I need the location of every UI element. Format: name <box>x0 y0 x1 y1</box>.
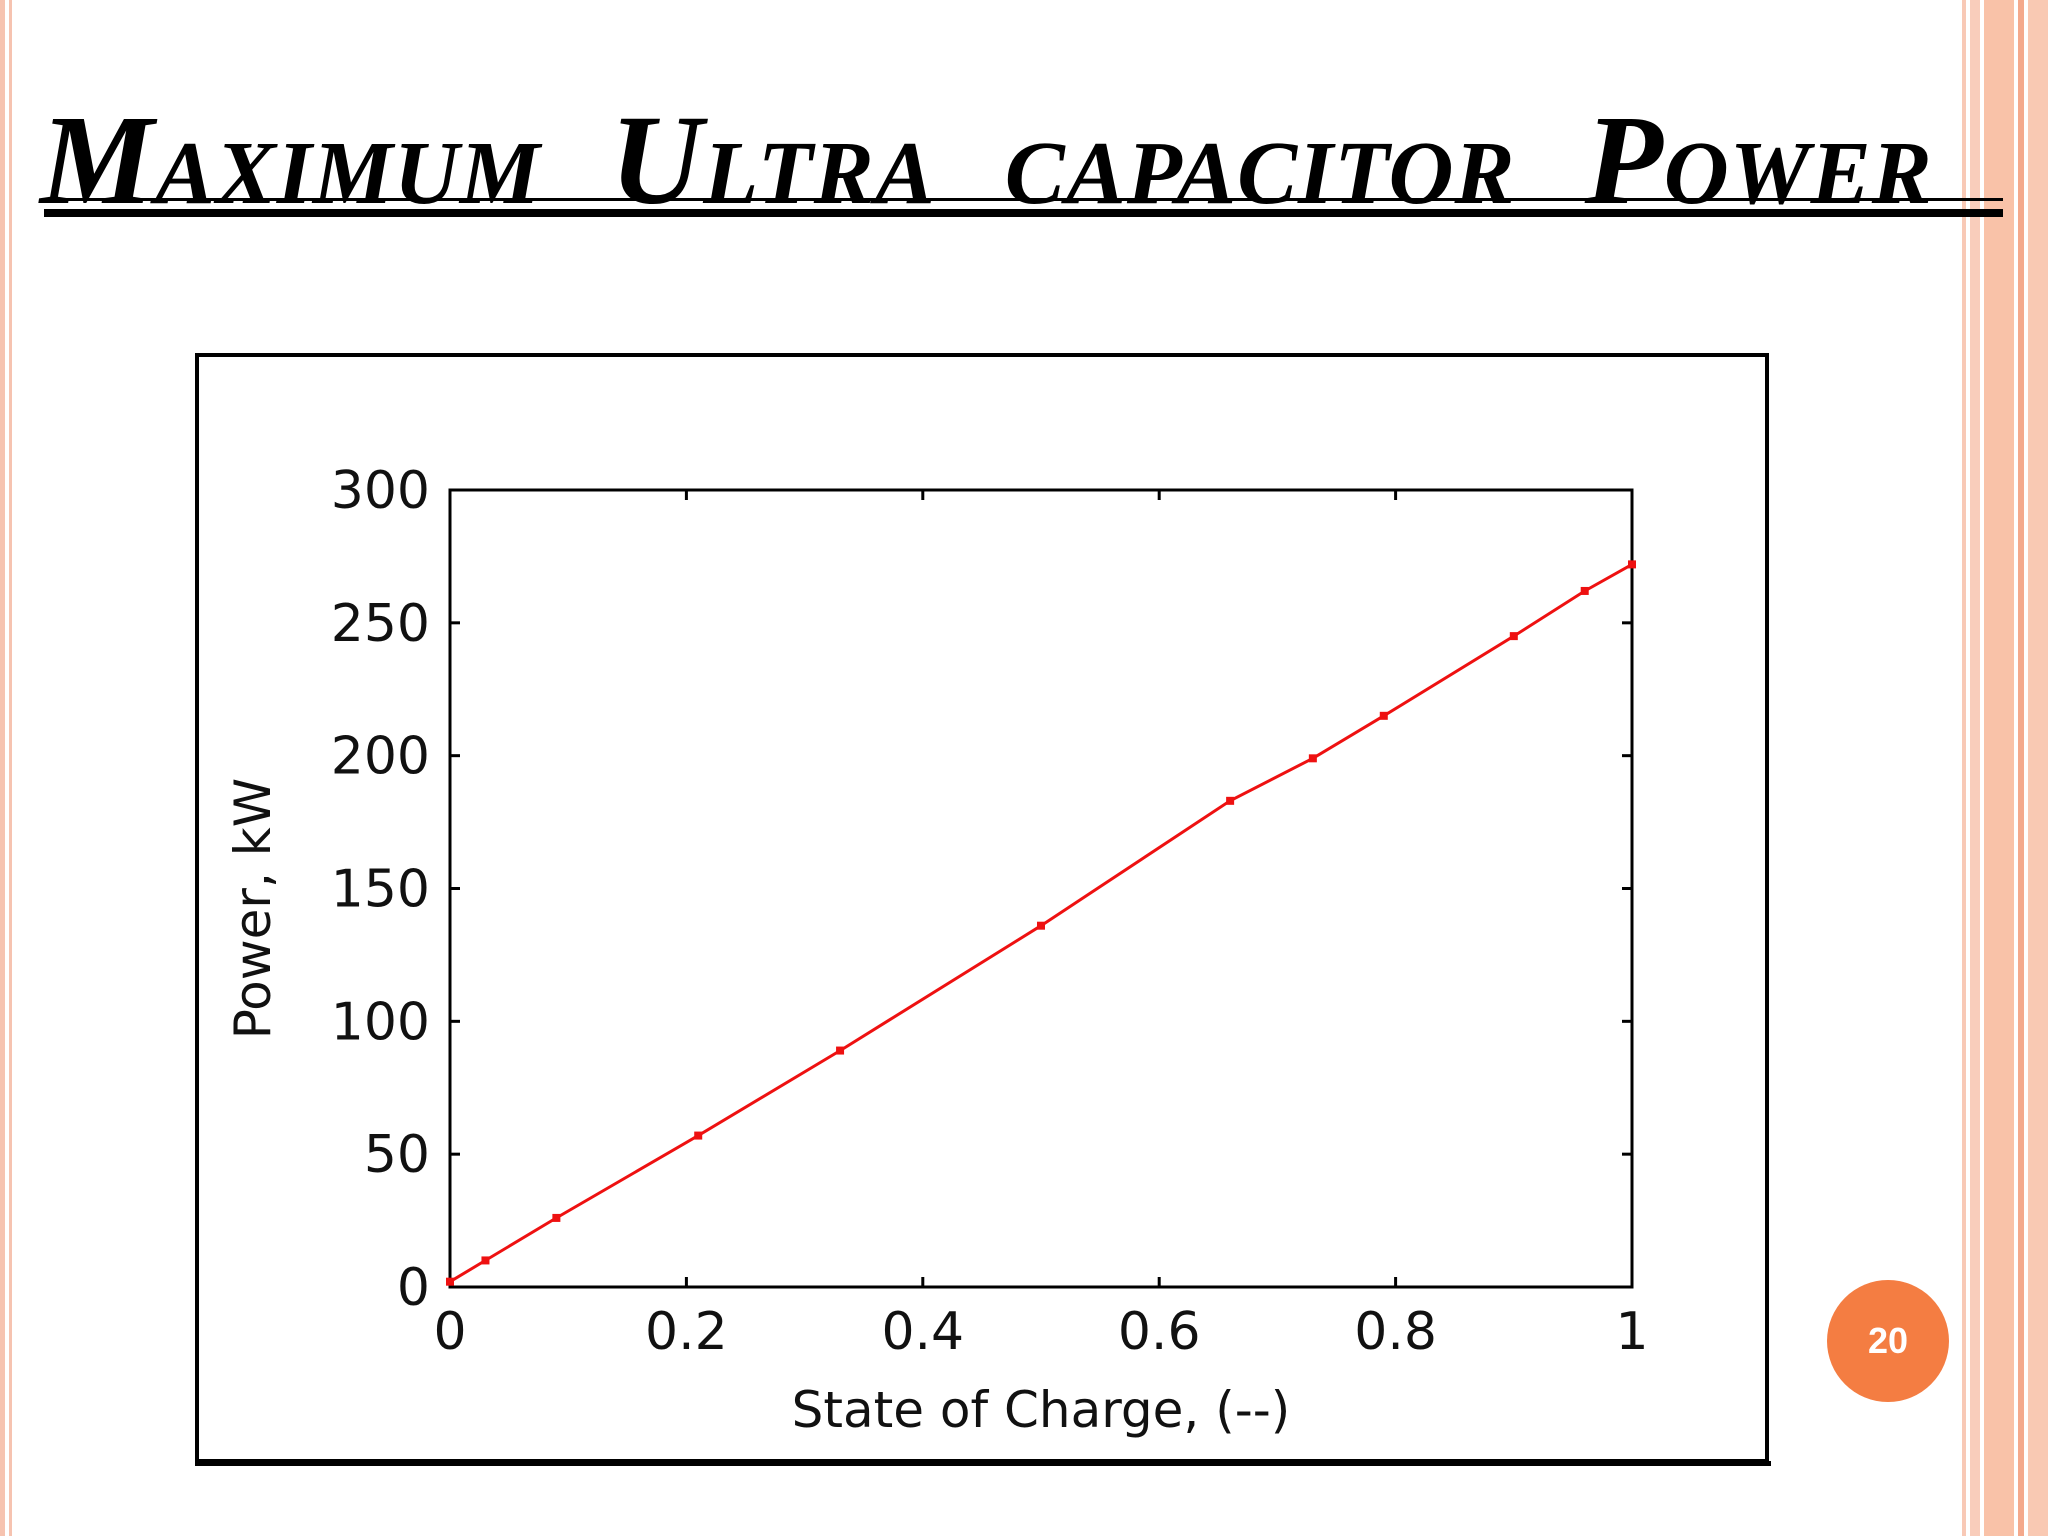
data-point <box>694 1131 703 1140</box>
data-point <box>1226 796 1235 805</box>
y-tick-label: 300 <box>331 461 430 521</box>
y-tick-label: 50 <box>364 1125 430 1185</box>
frame-stripe-right <box>2018 0 2024 1536</box>
data-point <box>1379 711 1388 720</box>
y-tick-label: 200 <box>331 727 430 787</box>
data-point <box>836 1046 845 1055</box>
frame-stripe-right <box>1970 0 1980 1536</box>
x-axis-label: State of Charge, (--) <box>792 1381 1291 1439</box>
y-tick-label: 150 <box>331 860 430 920</box>
data-point <box>1308 754 1317 763</box>
x-tick-label: 0 <box>433 1302 466 1362</box>
x-tick-label: 1 <box>1615 1302 1648 1362</box>
data-point <box>1509 632 1518 641</box>
series-line <box>449 563 1633 1283</box>
y-tick-label: 250 <box>331 594 430 654</box>
plot-area <box>448 488 1634 1289</box>
y-tick-label: 0 <box>397 1258 430 1318</box>
y-tick-label: 100 <box>331 992 430 1052</box>
y-axis: 0 50 100 150 200 250 300 <box>331 461 1632 1318</box>
data-point <box>481 1256 490 1265</box>
page-number-badge: 20 <box>1827 1280 1949 1402</box>
x-tick-label: 0.8 <box>1354 1302 1437 1362</box>
x-tick-label: 0.4 <box>881 1302 964 1362</box>
slide-title: Maximum Ultra capacitor Power <box>40 89 1933 231</box>
data-point <box>552 1213 561 1222</box>
x-tick-label: 0.6 <box>1118 1302 1201 1362</box>
figure-frame-shadow <box>195 1461 1771 1466</box>
frame-stripe-right <box>2028 0 2048 1536</box>
x-axis: 0 0.2 0.4 0.6 0.8 1 <box>433 490 1649 1362</box>
title-underline-thin <box>44 198 2003 201</box>
frame-stripe-right <box>1962 0 1966 1536</box>
series-layer <box>446 560 1636 1286</box>
data-point <box>1628 560 1636 569</box>
frame-stripe-right <box>1984 0 2014 1536</box>
frame-stripe-left <box>0 0 5 1536</box>
data-point <box>1580 586 1589 595</box>
title-underline <box>44 209 2003 217</box>
data-point <box>446 1277 454 1286</box>
y-axis-label: Power, kW <box>224 778 282 1039</box>
frame-stripe-left-thin <box>9 0 12 1536</box>
x-tick-label: 0.2 <box>645 1302 728 1362</box>
data-point <box>1037 921 1045 930</box>
